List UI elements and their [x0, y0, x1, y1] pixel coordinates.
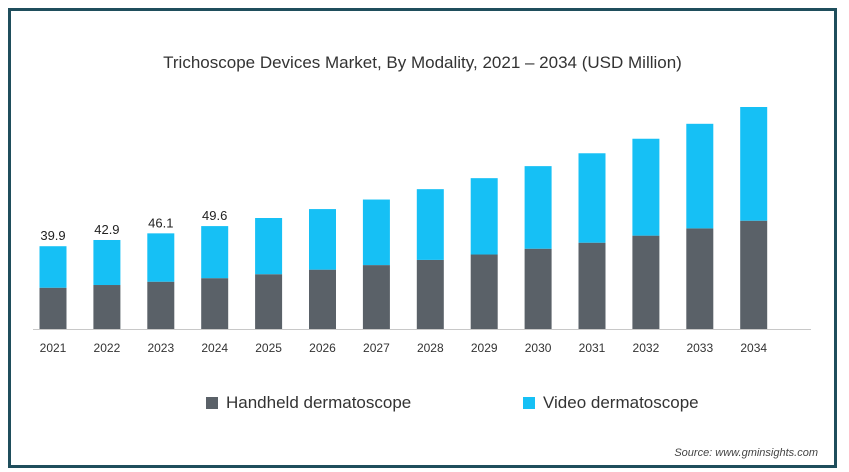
bar-segment-handheld-2033 [686, 228, 714, 329]
bar-segment-video-2023 [147, 233, 175, 282]
bar-segment-video-2032 [632, 138, 660, 236]
bar-segment-handheld-2025 [255, 274, 283, 329]
legend-label-handheld: Handheld dermatoscope [226, 393, 412, 412]
data-label-2021: 39.9 [40, 228, 65, 243]
legend-swatch-handheld [206, 397, 218, 409]
legend-label-video: Video dermatoscope [543, 393, 699, 412]
x-tick-label-2021: 2021 [40, 341, 67, 355]
bar-segment-video-2034 [740, 107, 768, 221]
x-tick-label-2029: 2029 [471, 341, 498, 355]
x-tick-label-2034: 2034 [740, 341, 767, 355]
bar-segment-video-2033 [686, 123, 714, 229]
bar-segment-handheld-2032 [632, 235, 660, 329]
legend: Handheld dermatoscope Video dermatoscope [11, 393, 834, 417]
x-tick-label-2030: 2030 [525, 341, 552, 355]
legend-item-video: Video dermatoscope [523, 393, 699, 413]
bar-segment-handheld-2034 [740, 220, 768, 329]
bar-segment-handheld-2029 [470, 254, 498, 329]
bar-segment-video-2025 [255, 218, 283, 275]
bar-segment-video-2028 [416, 189, 444, 260]
x-tick-label-2028: 2028 [417, 341, 444, 355]
bar-segment-handheld-2027 [362, 265, 390, 329]
source-note: Source: www.gminsights.com [674, 447, 818, 459]
x-tick-label-2022: 2022 [94, 341, 121, 355]
data-label-2022: 42.9 [94, 222, 119, 237]
data-label-2024: 49.6 [202, 208, 227, 223]
bar-segment-video-2024 [201, 226, 229, 279]
x-tick-label-2026: 2026 [309, 341, 336, 355]
legend-swatch-video [523, 397, 535, 409]
bar-segment-handheld-2021 [39, 287, 67, 329]
bar-segment-handheld-2028 [416, 259, 444, 329]
legend-item-handheld: Handheld dermatoscope [206, 393, 411, 413]
bar-segment-handheld-2024 [201, 278, 229, 329]
chart-title: Trichoscope Devices Market, By Modality,… [163, 53, 682, 72]
bar-segment-video-2021 [39, 246, 67, 288]
bar-segment-handheld-2022 [93, 285, 121, 329]
x-tick-label-2027: 2027 [363, 341, 390, 355]
stacked-bar-chart: 2021 39.9 2022 42.9 2023 46.1 2024 49.6 2025 2026… [33, 107, 811, 355]
bar-segment-handheld-2023 [147, 281, 175, 329]
x-tick-label-2031: 2031 [579, 341, 606, 355]
x-tick-label-2023: 2023 [147, 341, 174, 355]
x-tick-label-2032: 2032 [633, 341, 660, 355]
x-tick-label-2024: 2024 [201, 341, 228, 355]
bar-segment-handheld-2026 [309, 269, 336, 329]
x-tick-label-2033: 2033 [686, 341, 713, 355]
bar-segment-video-2031 [578, 153, 606, 243]
x-tick-label-2025: 2025 [255, 341, 282, 355]
data-label-2023: 46.1 [148, 215, 173, 230]
bar-segment-video-2026 [309, 209, 336, 270]
bar-segment-video-2022 [93, 239, 121, 286]
chart-frame: Trichoscope Devices Market, By Modality,… [8, 8, 837, 468]
bar-segment-handheld-2031 [578, 242, 606, 329]
bar-segment-video-2030 [524, 166, 552, 249]
bar-segment-handheld-2030 [524, 248, 552, 329]
bar-segment-video-2027 [362, 199, 390, 266]
bar-segment-video-2029 [470, 178, 498, 255]
